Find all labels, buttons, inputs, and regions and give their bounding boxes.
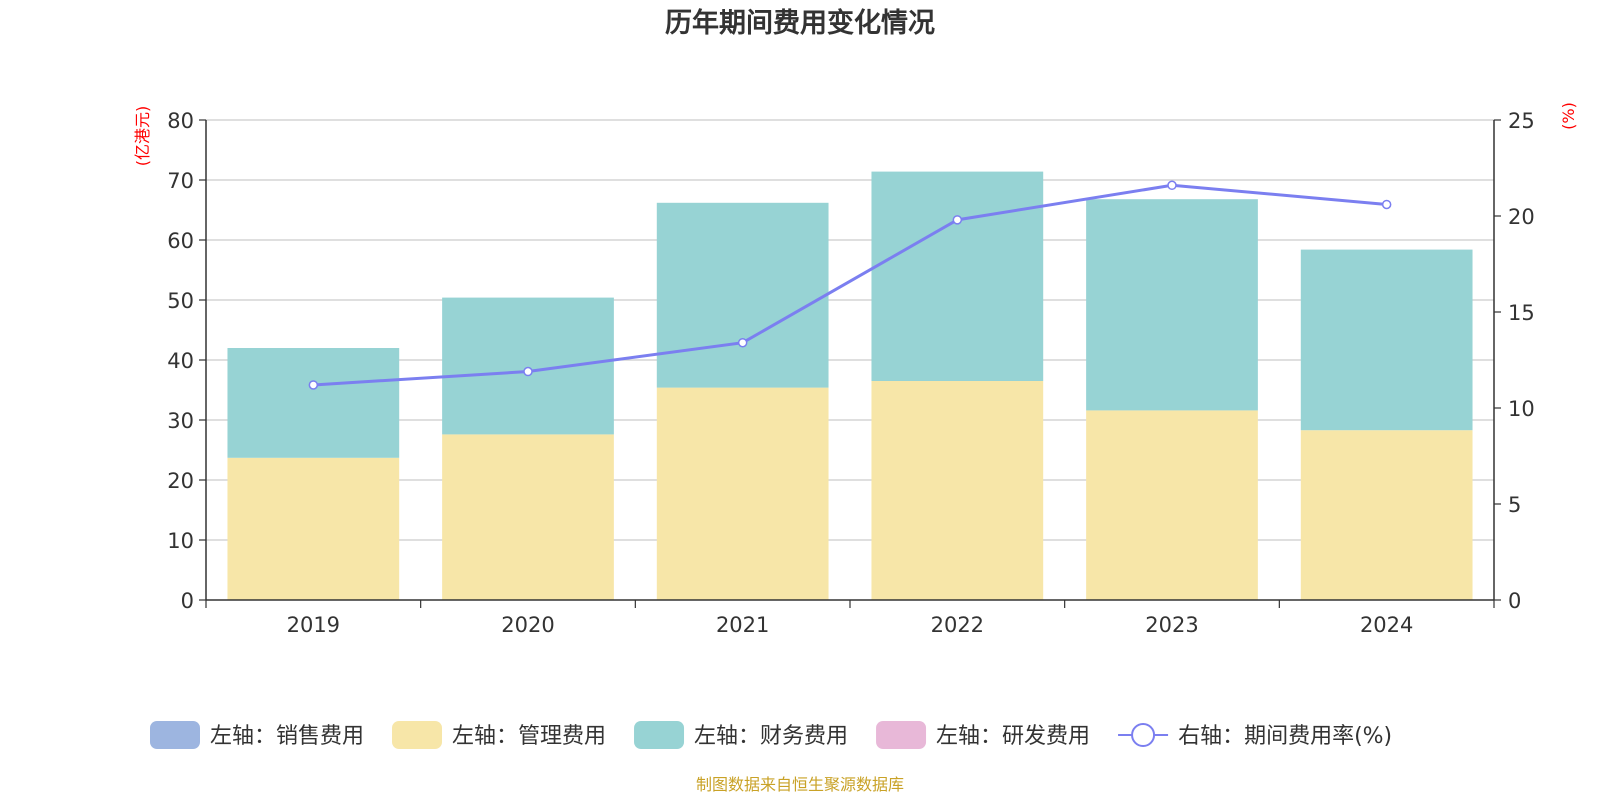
bar	[227, 457, 400, 600]
right-axis-tick-label: 10	[1508, 397, 1535, 421]
right-axis-unit: (%)	[1559, 102, 1578, 130]
x-axis-tick-label: 2019	[287, 613, 340, 637]
legend-swatch	[392, 721, 443, 749]
rate-point	[308, 380, 319, 390]
bar	[656, 202, 829, 388]
legend-label: 左轴：销售费用	[210, 724, 364, 749]
bar-series	[227, 171, 1473, 600]
x-axis-tick-label: 2022	[931, 613, 984, 637]
legend-swatch	[150, 721, 200, 749]
bar	[871, 171, 1044, 381]
x-axis-tick-label: 2023	[1145, 613, 1198, 637]
right-axis-tick-label: 25	[1508, 109, 1535, 133]
left-axis-tick-label: 50	[167, 289, 194, 313]
bar	[871, 381, 1044, 600]
left-axis-tick-label: 40	[167, 349, 194, 373]
bar	[656, 387, 829, 600]
legend: 左轴：销售费用 左轴：管理费用 左轴：财务费用 左轴：研发费用 右轴：期间费用率(%)	[150, 721, 1392, 749]
left-axis-tick-label: 30	[167, 409, 194, 433]
chart-title: 历年期间费用变化情况	[665, 7, 935, 39]
left-axis-tick-label: 20	[167, 469, 194, 493]
bar	[442, 434, 614, 600]
bar	[1300, 249, 1473, 431]
legend-marker	[1131, 723, 1156, 747]
legend-label: 右轴：期间费用率(%)	[1178, 724, 1392, 749]
left-axis-tick-label: 80	[167, 109, 194, 133]
axes: 0 10 20 30 40 50 60 70 80 0 5 10 15 20 25 2019 2020 2021 2…	[167, 109, 1534, 637]
source-note: 制图数据来自恒生聚源数据库	[696, 775, 904, 794]
legend-swatch	[634, 721, 685, 749]
left-axis-unit: (亿港元)	[133, 106, 152, 167]
legend-swatch	[876, 721, 927, 749]
right-axis-tick-label: 5	[1508, 493, 1521, 517]
rate-point	[1381, 199, 1392, 210]
legend-label: 左轴：财务费用	[694, 724, 848, 749]
bar	[1300, 430, 1473, 600]
bar	[1086, 410, 1258, 600]
right-axis-tick-label: 15	[1508, 301, 1535, 325]
x-axis-tick-label: 2020	[501, 613, 554, 637]
rate-line-series	[308, 180, 1392, 390]
x-axis-tick-label: 2021	[716, 613, 769, 637]
rate-point	[737, 337, 748, 348]
right-axis-tick-label: 20	[1508, 205, 1535, 229]
gridlines	[206, 119, 1494, 541]
bar	[1086, 199, 1258, 411]
left-axis-tick-label: 10	[167, 529, 194, 553]
rate-point	[1167, 180, 1177, 191]
left-axis-tick-label: 60	[167, 229, 194, 253]
bar	[227, 348, 400, 458]
left-axis-tick-label: 70	[167, 169, 194, 193]
legend-label: 左轴：管理费用	[452, 724, 606, 749]
right-axis-tick-label: 0	[1508, 589, 1521, 613]
rate-line	[313, 183, 1387, 387]
left-axis-tick-label: 0	[181, 589, 194, 613]
rate-point	[952, 215, 963, 225]
legend-label: 左轴：研发费用	[936, 724, 1090, 749]
x-axis-tick-label: 2024	[1360, 613, 1413, 637]
rate-point	[523, 366, 533, 377]
bar	[442, 297, 614, 435]
